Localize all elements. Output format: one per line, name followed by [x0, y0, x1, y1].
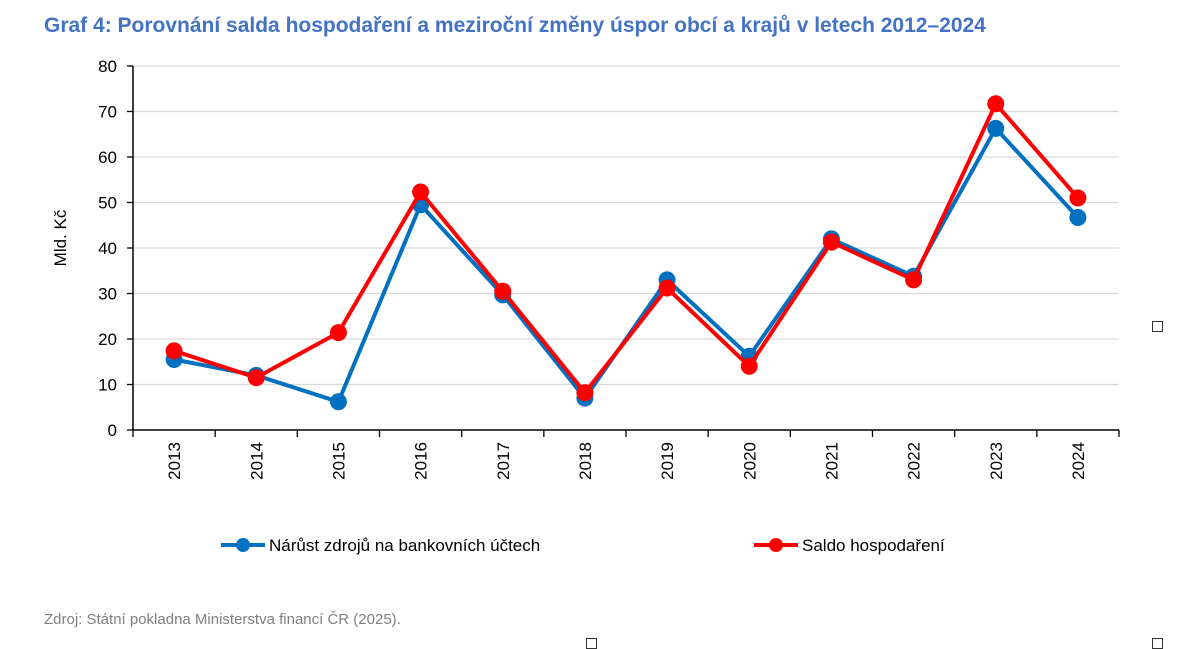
series-line-2 — [172, 101, 1080, 395]
data-point — [987, 95, 1005, 113]
legend-item-1[interactable]: Nárůst zdrojů na bankovních účtech — [221, 536, 540, 555]
data-point — [165, 342, 183, 360]
legend-item-2[interactable]: Saldo hospodaření — [754, 536, 945, 555]
legend-marker — [236, 538, 250, 552]
data-point — [1069, 189, 1087, 207]
resize-handle-bottom-right[interactable] — [1152, 638, 1163, 649]
y-tick-label: 50 — [98, 194, 117, 213]
x-tick-label: 2016 — [412, 442, 431, 480]
resize-handle-bottom[interactable] — [586, 638, 597, 649]
y-tick-labels: 0 10 20 30 40 50 60 70 80 — [98, 57, 117, 440]
source-note: Zdroj: Státní pokladna Ministerstva fina… — [44, 611, 401, 628]
data-point — [576, 384, 594, 402]
y-tick-label: 80 — [98, 57, 117, 76]
x-tick-label: 2013 — [165, 442, 184, 480]
data-point — [658, 279, 676, 297]
data-point — [329, 393, 347, 411]
resize-handle-right[interactable] — [1152, 321, 1163, 332]
data-point — [412, 183, 430, 201]
data-point — [1069, 209, 1087, 227]
x-tick-label: 2024 — [1069, 442, 1088, 480]
x-tick-label: 2020 — [740, 442, 759, 480]
x-tick-label: 2022 — [905, 442, 924, 480]
axes — [127, 65, 1120, 437]
y-tick-label: 10 — [98, 376, 117, 395]
y-tick-label: 70 — [98, 103, 117, 122]
series — [165, 95, 1087, 411]
legend-label: Saldo hospodaření — [802, 536, 945, 555]
x-tick-label: 2018 — [576, 442, 595, 480]
y-tick-label: 0 — [108, 421, 117, 440]
x-tick-label: 2021 — [822, 442, 841, 480]
series-line-1 — [172, 126, 1080, 404]
x-tick-label: 2014 — [247, 442, 266, 480]
data-point — [822, 233, 840, 251]
y-tick-label: 60 — [98, 148, 117, 167]
y-tick-label: 40 — [98, 239, 117, 258]
legend-marker — [769, 538, 783, 552]
data-point — [247, 369, 265, 387]
x-tick-label: 2019 — [658, 442, 677, 480]
y-axis-label: Mld. Kč — [51, 209, 70, 266]
data-point — [740, 357, 758, 375]
x-tick-label: 2023 — [987, 442, 1006, 480]
data-point — [494, 282, 512, 300]
data-point — [905, 271, 923, 289]
x-tick-label: 2017 — [494, 442, 513, 480]
x-tick-labels: 2013 2014 2015 2016 2017 2018 2019 2020 2021 2022… — [165, 442, 1088, 480]
data-point — [987, 119, 1005, 137]
data-point — [329, 324, 347, 342]
chart-title: Graf 4: Porovnání salda hospodaření a me… — [44, 14, 986, 37]
y-tick-label: 30 — [98, 285, 117, 304]
legend-label: Nárůst zdrojů na bankovních účtech — [269, 536, 540, 555]
x-tick-label: 2015 — [329, 442, 348, 480]
y-tick-label: 20 — [98, 330, 117, 349]
legend[interactable]: Nárůst zdrojů na bankovních účtech Saldo … — [221, 536, 945, 555]
